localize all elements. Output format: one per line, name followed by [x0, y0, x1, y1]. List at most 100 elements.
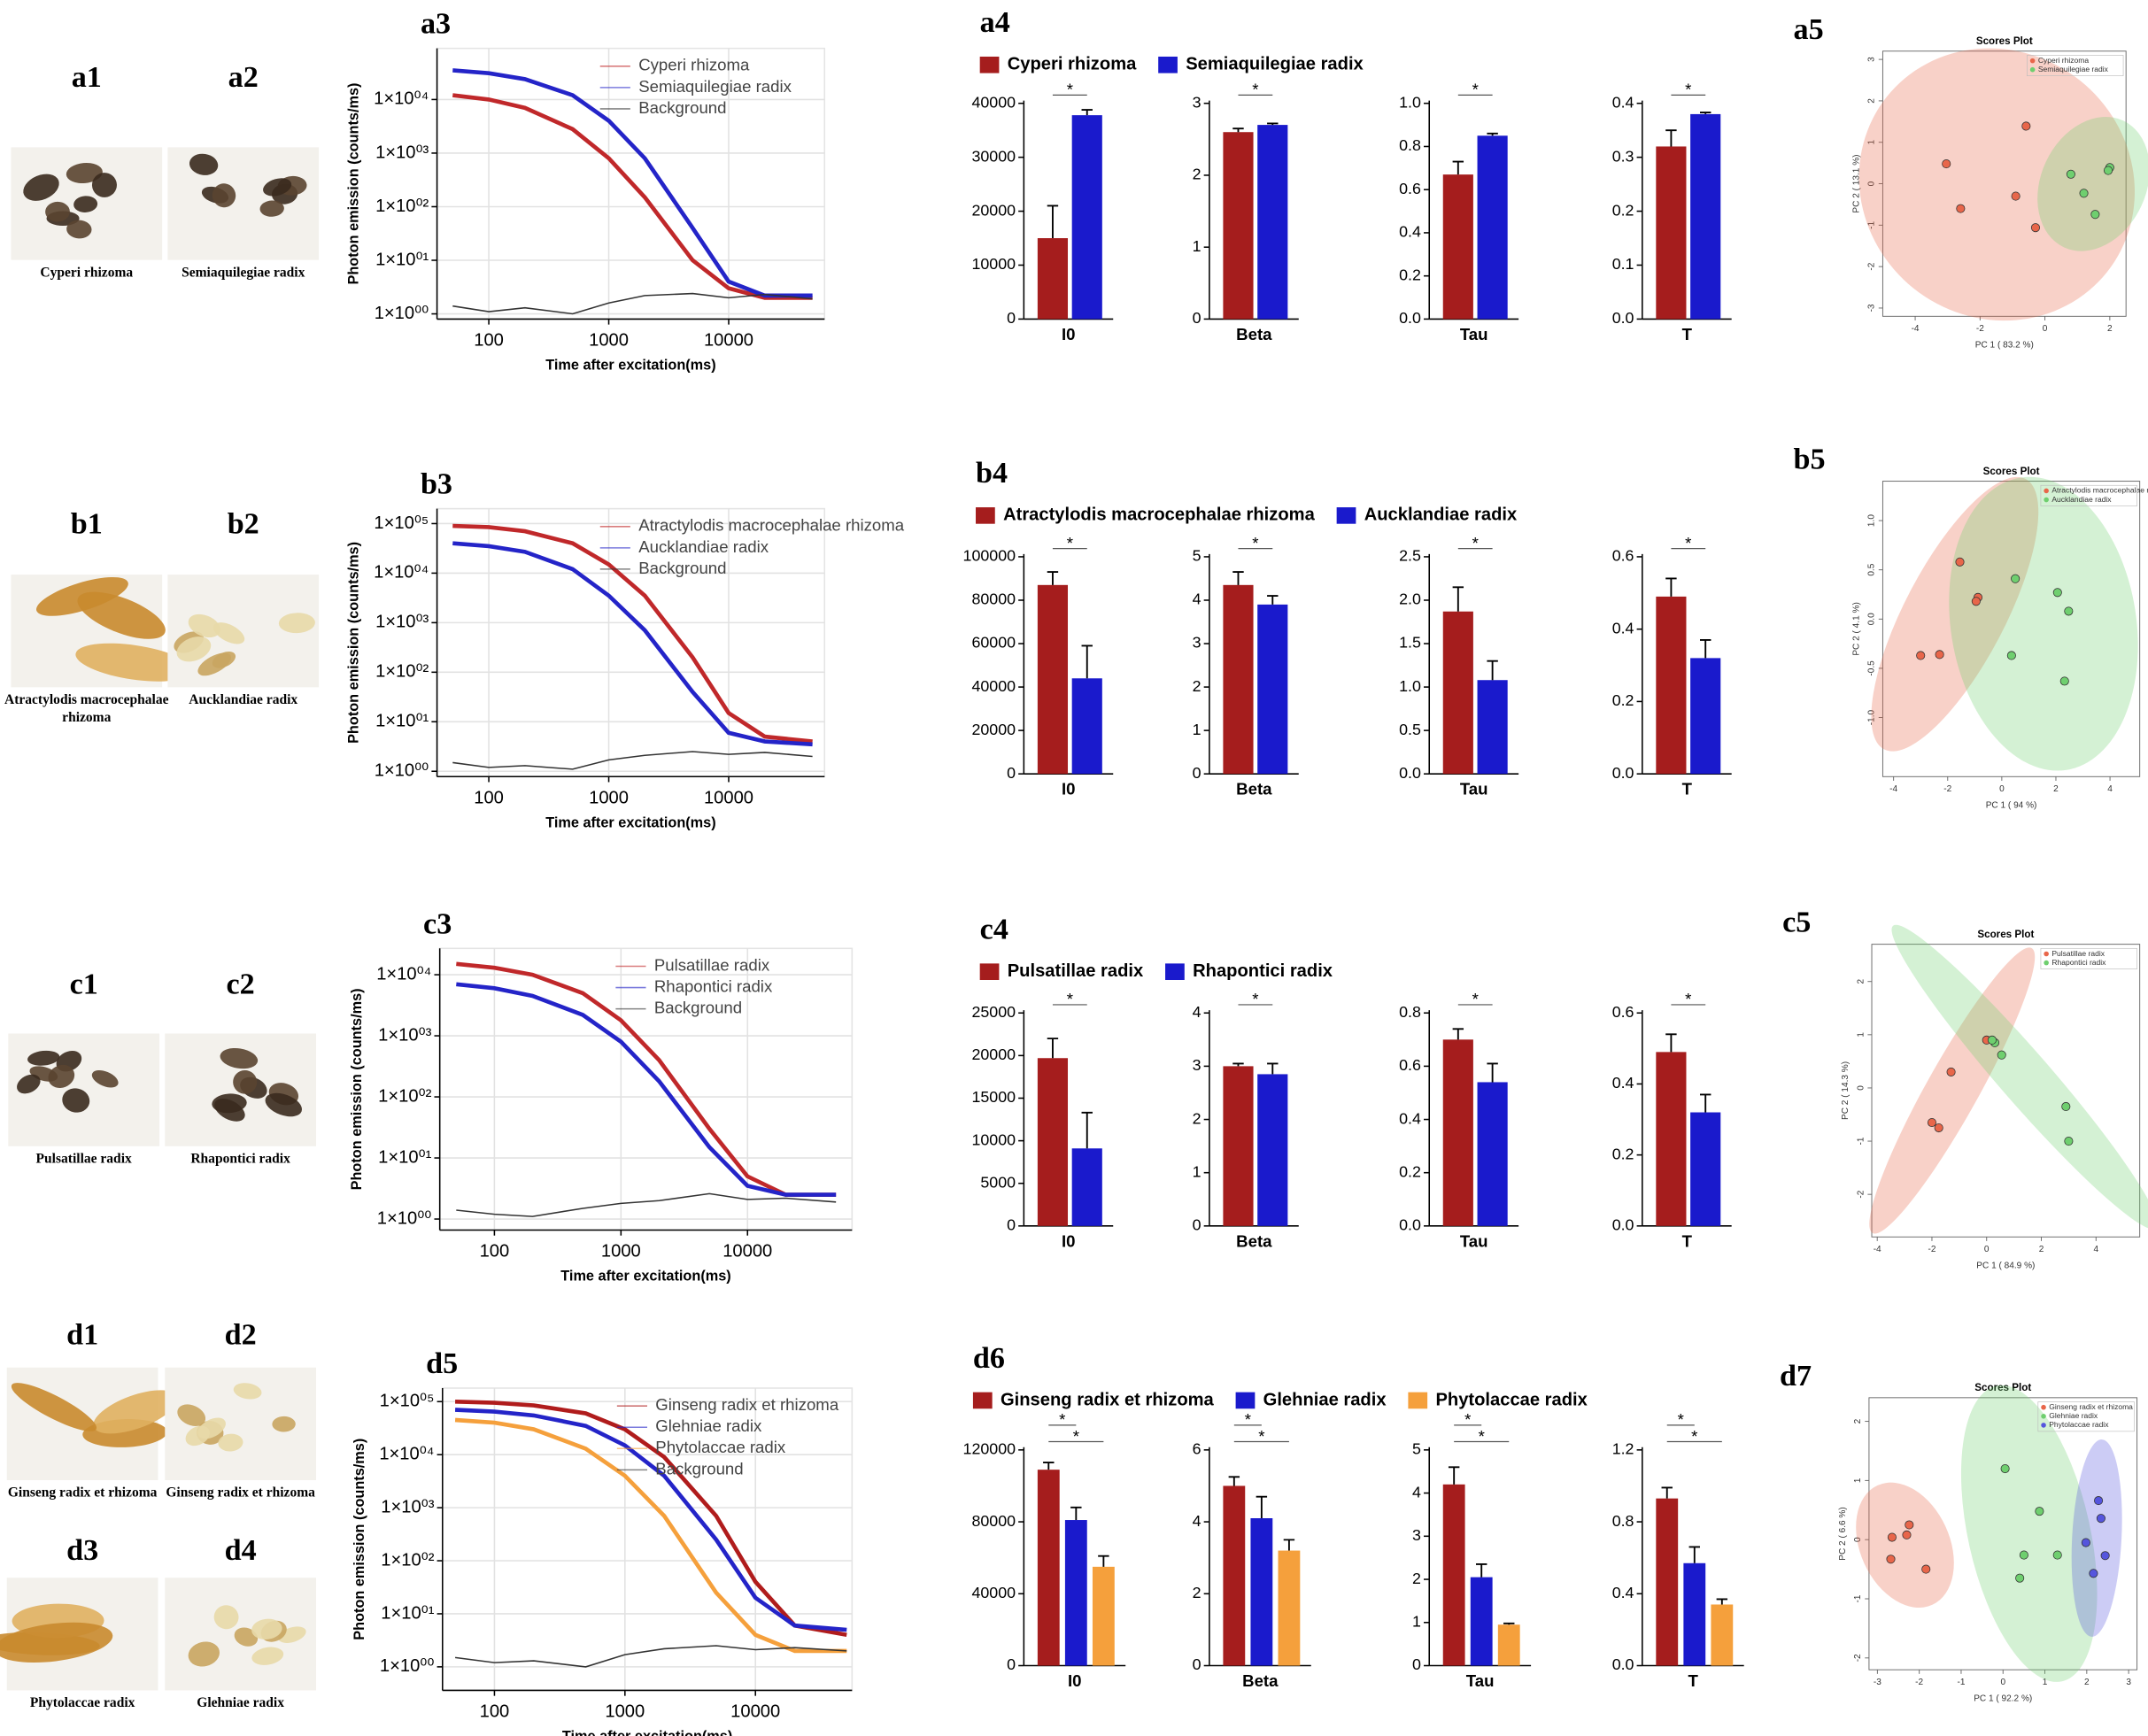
legend-label: Background: [638, 98, 726, 117]
y-tick-label: -1: [1856, 1137, 1866, 1145]
legend-swatch: [1336, 507, 1356, 524]
panel-label: d2: [225, 1318, 257, 1351]
legend-label: Semiaquilegiae radix: [638, 77, 792, 96]
photo-object: [272, 1416, 296, 1432]
decay-line: [454, 1417, 847, 1654]
decay-line: [454, 1645, 847, 1668]
score-point: [2096, 1514, 2106, 1524]
plot-frame: [1881, 50, 2127, 317]
y-axis-label: PC 2 ( 6.6 %): [1838, 1507, 1848, 1560]
significance-label: *: [1073, 1427, 1079, 1446]
score-point: [2019, 1550, 2028, 1560]
error-bar: [1452, 586, 1464, 612]
y-tick-label: 5: [1193, 547, 1201, 565]
y-tick-label: 0.0: [1867, 613, 1877, 625]
caption-box: Atractylodis macrocephalae rhizoma: [4, 693, 169, 725]
photo-object: [218, 1433, 243, 1452]
category-label: Beta: [1236, 780, 1272, 799]
legend-label: Cyperi rhizoma: [2038, 56, 2090, 65]
caption-box: Phytolaccae radix: [30, 1696, 135, 1711]
photo-object: [251, 1618, 282, 1640]
x-tick-label: -3: [1874, 1678, 1881, 1687]
legend-swatch: [979, 56, 1000, 73]
x-tick-label: 1000: [601, 1242, 641, 1261]
legend-marker: [2044, 488, 2049, 494]
y-tick-label: 2: [1867, 98, 1877, 104]
category-label: I0: [1062, 780, 1076, 799]
score-point: [2090, 210, 2100, 220]
decay-line: [452, 292, 813, 315]
photo-object: [220, 1048, 259, 1069]
legend-label: Cyperi rhizoma: [638, 56, 750, 74]
panel-label: b2: [228, 508, 259, 541]
panel-label: d1: [66, 1318, 98, 1351]
photo-caption: Glehniae radix: [197, 1695, 285, 1711]
category-label: Tau: [1460, 325, 1488, 343]
bar: [1037, 238, 1069, 320]
y-tick-label: 0: [1007, 764, 1016, 782]
chart-title: Scores Plot: [1976, 35, 2033, 47]
category-label: T: [1682, 325, 1693, 343]
y-axis-label: PC 2 ( 14.3 %): [1841, 1061, 1851, 1120]
decay-line: [456, 961, 837, 1197]
y-tick-label: 1.0: [1399, 677, 1421, 695]
y-tick-label: 1: [1867, 140, 1877, 145]
y-tick-label: 0.0: [1399, 309, 1421, 327]
y-tick-label: 4: [1412, 1483, 1421, 1501]
y-tick-label: 0: [1193, 1216, 1201, 1234]
legend-label: Background: [655, 1459, 743, 1478]
bar: [1071, 115, 1102, 320]
y-tick-label: 100000: [963, 547, 1016, 565]
photo-object: [73, 196, 98, 212]
error-bar: [1081, 109, 1093, 116]
bar: [1250, 1518, 1273, 1666]
y-tick-label: 0.2: [1612, 201, 1634, 219]
category-label: Tau: [1460, 780, 1488, 799]
score-point: [2064, 1137, 2074, 1146]
x-tick-label: 4: [2093, 1245, 2098, 1254]
legend-marker: [2041, 1423, 2046, 1428]
error-bar: [1267, 1062, 1279, 1075]
y-tick-label: 1×10⁰³: [375, 143, 429, 162]
legend-swatch: [1158, 56, 1178, 73]
y-tick-label: -2: [1867, 262, 1877, 270]
error-bar: [1487, 660, 1498, 681]
y-tick-label: 1×10⁰²: [381, 1550, 434, 1570]
y-tick-label: 1: [1856, 1032, 1866, 1038]
photo-object: [278, 613, 315, 634]
y-tick-label: 1: [1193, 237, 1201, 255]
x-axis-label: PC 1 ( 83.2 %): [1975, 341, 2034, 351]
y-tick-label: 2: [1856, 979, 1866, 984]
y-tick-label: 1×10⁰⁴: [374, 563, 429, 583]
y-tick-label: 2: [1193, 1584, 1201, 1601]
x-tick-label: 100: [480, 1702, 510, 1722]
y-tick-label: 0.4: [1612, 619, 1634, 637]
category-label: I0: [1062, 325, 1076, 343]
bar: [1442, 611, 1473, 775]
error-bar: [1452, 1028, 1464, 1040]
legend-swatch: [1235, 1392, 1256, 1409]
y-tick-label: 1×10⁰⁰: [375, 761, 429, 781]
photo-object: [233, 1069, 258, 1094]
x-tick-label: 10000: [704, 331, 753, 351]
y-tick-label: 80000: [971, 1512, 1016, 1530]
y-tick-label: 1: [1193, 721, 1201, 738]
bar: [1690, 1112, 1721, 1226]
score-point: [1935, 650, 1944, 660]
error-bar: [1228, 1476, 1240, 1486]
legend-label: Phytolaccae radix: [2049, 1420, 2109, 1429]
bar: [1656, 1052, 1687, 1226]
significance-label: *: [1067, 81, 1073, 99]
y-tick-label: 3: [1867, 57, 1877, 62]
y-tick-label: 0.0: [1612, 1216, 1634, 1234]
error-bar: [1070, 1506, 1082, 1521]
significance-label: *: [1059, 1410, 1065, 1429]
decay-line: [452, 541, 813, 747]
y-tick-label: 1×10⁰⁴: [379, 1445, 434, 1464]
x-tick-label: -2: [1943, 784, 1951, 794]
caption-box: Ginseng radix et rhizoma: [8, 1485, 158, 1501]
legend-marker: [2044, 951, 2049, 957]
photo-object: [48, 1064, 75, 1089]
photo-object: [233, 1383, 262, 1400]
